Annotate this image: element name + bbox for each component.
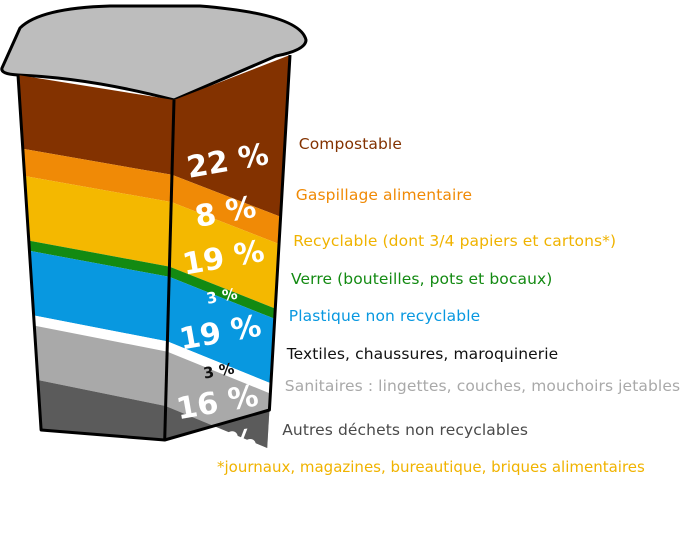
segment-label: Verre (bouteilles, pots et bocaux) <box>291 269 553 288</box>
bin-segment <box>18 55 290 217</box>
segment-label: Compostable <box>298 135 402 154</box>
bin-segment <box>28 240 276 319</box>
bin-segment <box>29 250 275 384</box>
bin-segment <box>22 148 281 244</box>
segment-label: Recyclable (dont 3/4 papiers et cartons*… <box>293 232 617 251</box>
bin-segment <box>37 380 270 448</box>
segment-label: Sanitaires : lingettes, couches, mouchoi… <box>284 376 681 395</box>
bin-segment <box>34 325 271 448</box>
segment-label: Autres déchets non recyclables <box>282 421 529 439</box>
segment-label: Gaspillage alimentaire <box>295 186 473 205</box>
bin-segment <box>24 176 279 309</box>
segment-label: Textiles, chaussures, maroquinerie <box>286 344 559 363</box>
bin-corner-edge <box>163 99 176 441</box>
segment-percent-label: 3 % <box>202 359 236 382</box>
segment-label: Plastique non recyclable <box>288 307 481 326</box>
bin-segment <box>33 315 271 394</box>
footnote: *journaux, magazines, bureautique, briqu… <box>217 458 645 476</box>
segment-percent-label: 3 % <box>205 285 239 308</box>
